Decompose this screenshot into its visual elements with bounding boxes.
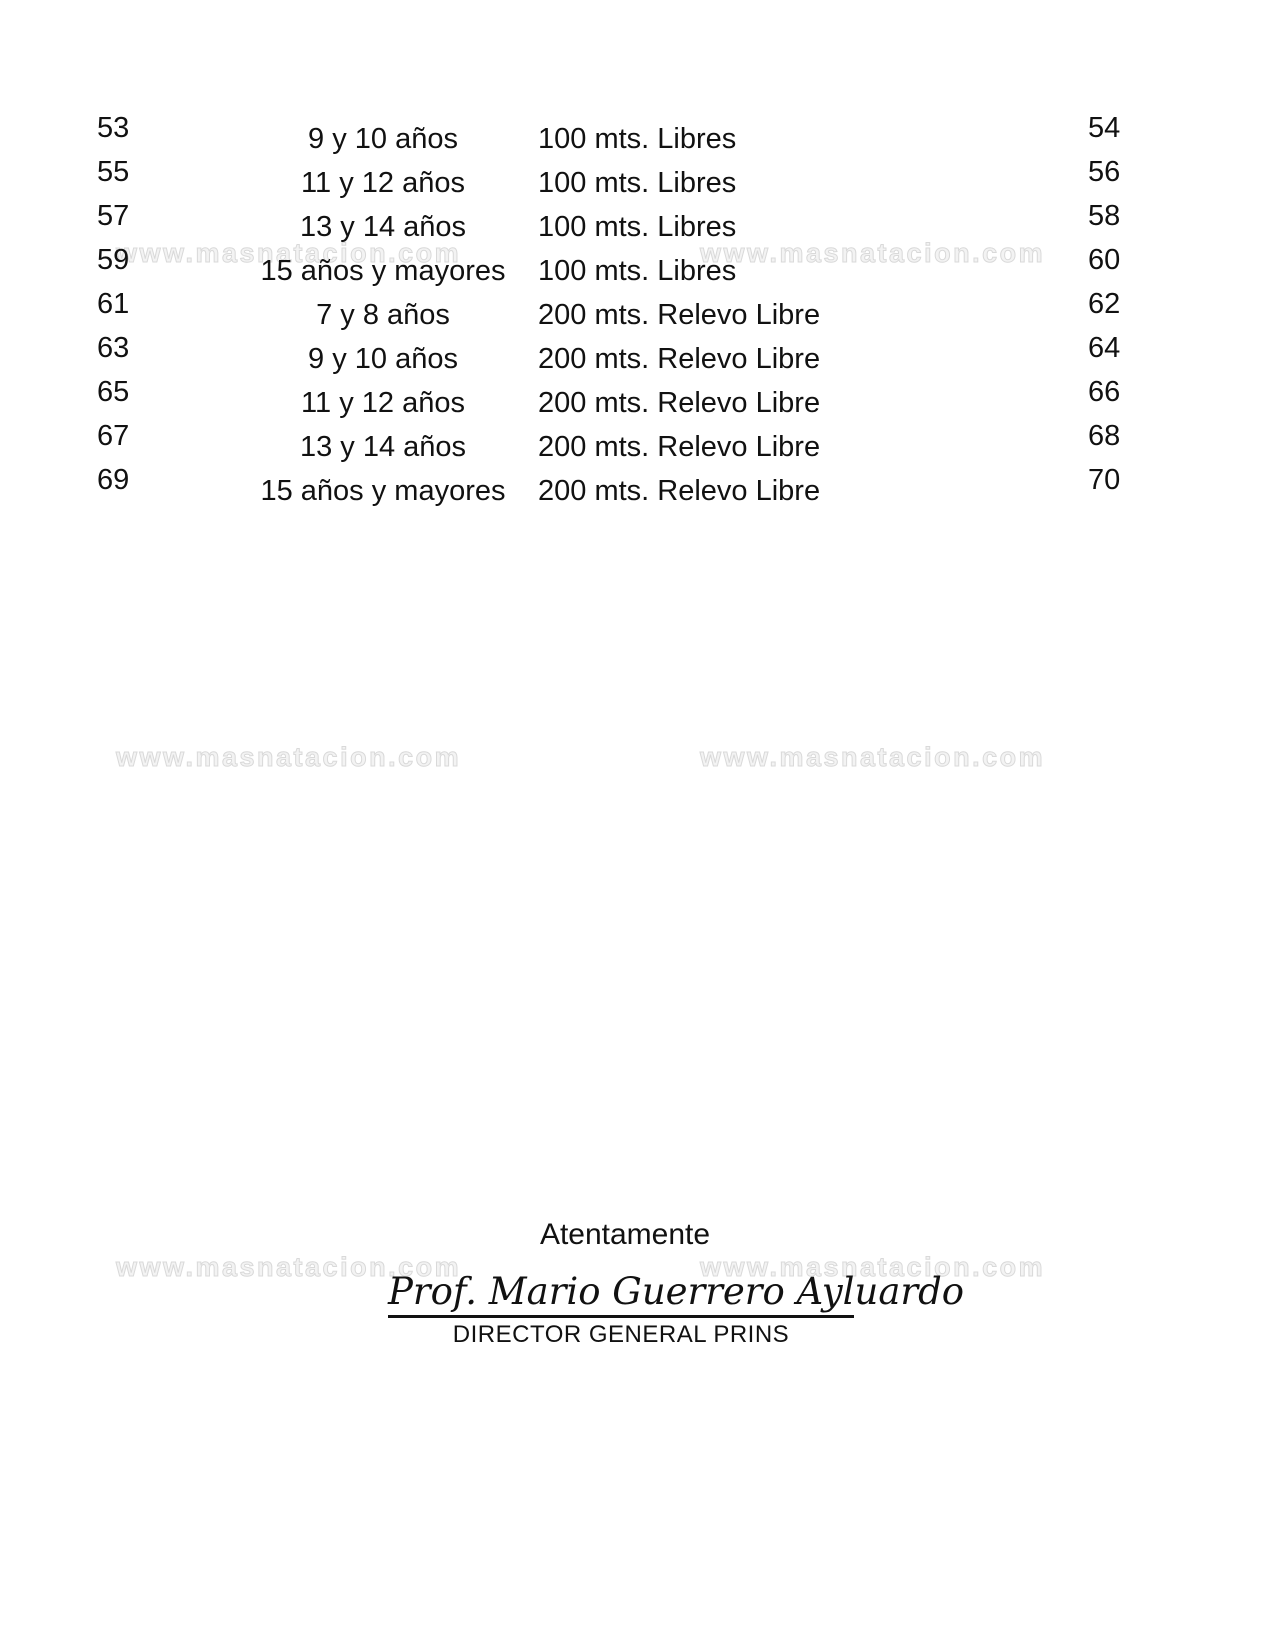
signature-block: Prof. Mario Guerrero Ayluardo DIRECTOR G… xyxy=(388,1272,964,1349)
event-number-left: 67 xyxy=(97,420,130,452)
events-table: 53 9 y 10 años 100 mts. Libres 54 55 11 … xyxy=(0,112,1275,508)
event-name: 200 mts. Relevo Libre xyxy=(538,431,821,463)
event-row: 55 11 y 12 años 100 mts. Libres 56 xyxy=(0,156,1275,200)
event-number-right: 56 xyxy=(1088,156,1121,188)
watermark-text: www.masnatacion.com xyxy=(699,1252,1046,1283)
event-name: 100 mts. Libres xyxy=(538,123,737,155)
age-group: 13 y 14 años xyxy=(299,211,467,243)
age-group: 13 y 14 años xyxy=(299,431,467,463)
event-number-right: 62 xyxy=(1088,288,1121,320)
event-number-right: 68 xyxy=(1088,420,1121,452)
event-number-right: 66 xyxy=(1088,376,1121,408)
event-number-left: 61 xyxy=(97,288,130,320)
event-row: 63 9 y 10 años 200 mts. Relevo Libre 64 xyxy=(0,332,1275,376)
event-name: 200 mts. Relevo Libre xyxy=(538,343,821,375)
event-row: 65 11 y 12 años 200 mts. Relevo Libre 66 xyxy=(0,376,1275,420)
event-name: 200 mts. Relevo Libre xyxy=(538,475,821,507)
event-row: 69 15 años y mayores 200 mts. Relevo Lib… xyxy=(0,464,1275,508)
age-group: 15 años y mayores xyxy=(260,255,506,287)
event-number-left: 63 xyxy=(97,332,130,364)
event-number-right: 64 xyxy=(1088,332,1121,364)
event-number-left: 55 xyxy=(97,156,130,188)
event-name: 100 mts. Libres xyxy=(538,167,737,199)
event-number-left: 69 xyxy=(97,464,130,496)
age-group: 9 y 10 años xyxy=(308,343,458,375)
event-row: 59 15 años y mayores 100 mts. Libres 60 xyxy=(0,244,1275,288)
event-row: 57 13 y 14 años 100 mts. Libres 58 xyxy=(0,200,1275,244)
event-name: 200 mts. Relevo Libre xyxy=(538,299,821,331)
event-row: 67 13 y 14 años 200 mts. Relevo Libre 68 xyxy=(0,420,1275,464)
watermark-text: www.masnatacion.com xyxy=(699,742,1046,773)
event-row: 61 7 y 8 años 200 mts. Relevo Libre 62 xyxy=(0,288,1275,332)
age-group: 15 años y mayores xyxy=(260,475,506,507)
watermark-text: www.masnatacion.com xyxy=(699,238,1046,269)
event-number-right: 54 xyxy=(1088,112,1121,144)
event-row: 53 9 y 10 años 100 mts. Libres 54 xyxy=(0,112,1275,156)
event-number-left: 57 xyxy=(97,200,130,232)
age-group: 7 y 8 años xyxy=(316,299,450,331)
signature-title: DIRECTOR GENERAL PRINS xyxy=(452,1321,790,1348)
event-number-left: 59 xyxy=(97,244,130,276)
age-group: 9 y 10 años xyxy=(308,123,458,155)
watermark-text: www.masnatacion.com xyxy=(115,238,462,269)
event-number-left: 53 xyxy=(97,112,130,144)
event-number-right: 70 xyxy=(1088,464,1121,496)
age-group: 11 y 12 años xyxy=(301,387,465,419)
event-number-right: 60 xyxy=(1088,244,1121,276)
event-number-left: 65 xyxy=(97,376,130,408)
event-name: 100 mts. Libres xyxy=(538,211,737,243)
event-number-right: 58 xyxy=(1088,200,1121,232)
event-name: 100 mts. Libres xyxy=(538,255,737,287)
watermark-text: www.masnatacion.com xyxy=(115,1252,462,1283)
age-group: 11 y 12 años xyxy=(301,167,465,199)
event-name: 200 mts. Relevo Libre xyxy=(538,387,821,419)
watermark-text: www.masnatacion.com xyxy=(115,742,462,773)
signature-name: Prof. Mario Guerrero Ayluardo xyxy=(388,1272,964,1318)
salutation: Atentamente xyxy=(539,1218,711,1251)
